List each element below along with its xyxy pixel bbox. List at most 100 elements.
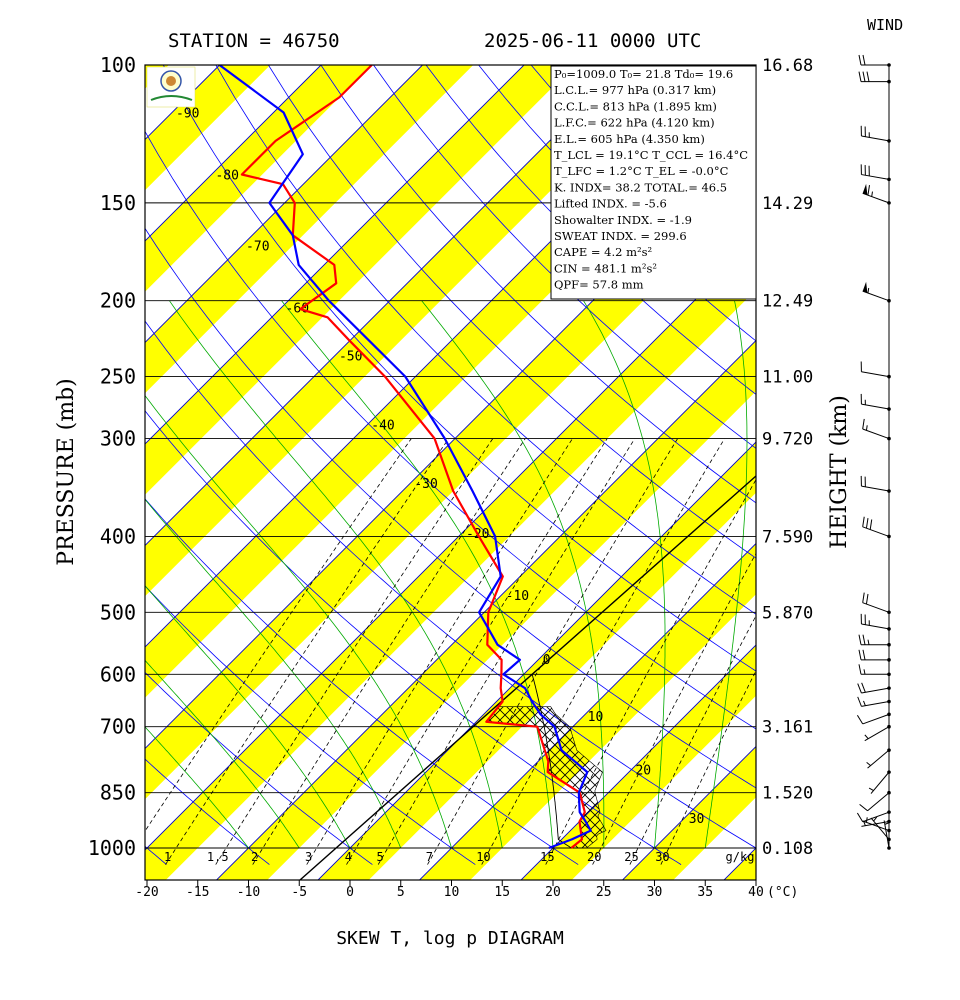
- dry-adiabat: [145, 130, 756, 730]
- wind-barb-half: [871, 191, 873, 197]
- wind-barb: [864, 724, 891, 742]
- temp-unit-label: (°C): [767, 885, 798, 900]
- height-tick-label: 3.161: [762, 718, 813, 738]
- isotherm-band: [145, 65, 169, 89]
- height-tick-label: 0.108: [762, 839, 813, 859]
- wind-barb: [868, 770, 891, 794]
- moist-adiabat: [145, 726, 249, 849]
- dry-adiabat: [145, 498, 579, 865]
- isotherm-line: [317, 441, 756, 880]
- dry-adiabat: [794, 65, 960, 865]
- index-line: QPF= 57.8 mm: [554, 278, 644, 292]
- mixing-ratio-label: 7: [426, 850, 433, 864]
- isotherm-line: [145, 65, 322, 242]
- wind-barb-half: [864, 734, 869, 740]
- wind-barb-half: [873, 816, 878, 822]
- dry-adiabat: [145, 227, 756, 789]
- isotherm-label: -80: [215, 169, 238, 184]
- plot-frame: [144, 64, 757, 881]
- dry-adiabat: [145, 671, 373, 865]
- wind-barb-full: [865, 593, 869, 605]
- dry-adiabat: [846, 65, 960, 865]
- wind-barb-full: [858, 634, 862, 645]
- wind-barb-staff: [862, 526, 890, 537]
- isotherm-label: -10: [506, 589, 529, 604]
- wind-barb: [858, 71, 891, 84]
- isotherm-line: [145, 65, 525, 445]
- isotherm-line: [145, 65, 423, 344]
- wind-barb-full: [861, 682, 866, 693]
- wind-barb-half: [867, 639, 870, 645]
- dry-adiabat: [320, 65, 756, 504]
- isotherm-band: [145, 137, 756, 800]
- index-line: Lifted INDX. = -5.6: [554, 197, 667, 211]
- dry-adiabat: [425, 65, 756, 395]
- station-logo: [146, 66, 196, 108]
- wind-barb-full: [858, 664, 862, 675]
- mixing-ratio-label: 3: [305, 850, 312, 864]
- wind-barb-staff: [861, 701, 890, 707]
- wind-barb: [858, 634, 891, 647]
- pressure-tick-label: 250: [100, 365, 136, 389]
- height-tick-label: 5.870: [762, 603, 813, 623]
- wind-barb: [860, 164, 891, 182]
- temperature-line: [240, 65, 586, 849]
- wind-barb-dot: [887, 489, 891, 493]
- wind-barb-staff: [862, 713, 890, 725]
- wind-barb-half: [867, 287, 870, 294]
- isotherm-band: [145, 65, 271, 191]
- cape-hatched-area: [299, 475, 756, 880]
- temp-tick-label: 30: [647, 885, 663, 900]
- isotherm-label: -70: [246, 239, 269, 254]
- pressure-tick-label: 400: [100, 524, 136, 548]
- wind-barb-half: [868, 787, 874, 791]
- yellow-bands: [145, 65, 756, 880]
- wind-barb: [858, 649, 891, 662]
- parcel-path: [531, 674, 572, 849]
- index-line: K. INDX= 38.2 TOTAL.= 46.5: [554, 180, 727, 194]
- mixing-ratio-label: 10: [476, 850, 490, 864]
- pressure-tick-label: 500: [100, 600, 136, 624]
- reference-isotherm-line: [299, 475, 756, 880]
- wind-barb-staff: [861, 687, 890, 694]
- isotherm-label: -40: [371, 419, 394, 434]
- wind-barb: [862, 281, 891, 303]
- dewpoint-line: [218, 65, 592, 850]
- station-label: STATION = 46750: [168, 30, 340, 52]
- mixing-ratio-line: [346, 438, 608, 865]
- wind-barb: [857, 682, 891, 694]
- wind-barb: [883, 820, 891, 850]
- isotherm-band: [145, 239, 756, 880]
- axes: 100150200250300400500600700850100016.681…: [88, 53, 813, 900]
- pressure-tick-label: 150: [100, 191, 136, 215]
- dry-adiabat: [268, 65, 756, 559]
- temp-tick-label: -20: [135, 885, 158, 900]
- isotherm-line: [145, 238, 756, 851]
- mixing-ratio-line: [145, 438, 412, 832]
- isotherm-line: [0, 65, 17, 888]
- isotherm-line: [215, 339, 756, 880]
- wind-barb-staff: [864, 726, 890, 742]
- isotherm-band: [145, 65, 677, 597]
- mixing-ratio-label: 2: [251, 850, 258, 864]
- wind-barb-staff: [861, 623, 890, 630]
- mixing-ratio-label: 4: [345, 850, 352, 864]
- pressure-tick-label: 600: [100, 662, 136, 686]
- wind-barb: [859, 790, 891, 812]
- isotherm-line: [621, 745, 756, 880]
- wind-barb-full: [858, 54, 862, 66]
- isotherm-label: -30: [414, 477, 437, 492]
- isotherm-label: 10: [588, 710, 604, 725]
- wind-barb-staff: [870, 817, 890, 840]
- mixing-ratio-line: [306, 438, 573, 865]
- wind-barb-staff: [862, 428, 890, 440]
- mixing-ratio-label: 30: [655, 850, 669, 864]
- wind-barb-staff: [870, 771, 890, 794]
- index-line: C.C.L.= 813 hPa (1.895 km): [554, 99, 717, 113]
- wind-barb-full: [865, 518, 869, 529]
- height-tick-label: 12.49: [762, 292, 813, 312]
- wind-barb-staff: [862, 811, 890, 823]
- temp-tick-label: 15: [494, 885, 510, 900]
- isotherm-label: 20: [635, 764, 651, 779]
- datetime-label: 2025-06-11 0000 UTC: [484, 30, 701, 52]
